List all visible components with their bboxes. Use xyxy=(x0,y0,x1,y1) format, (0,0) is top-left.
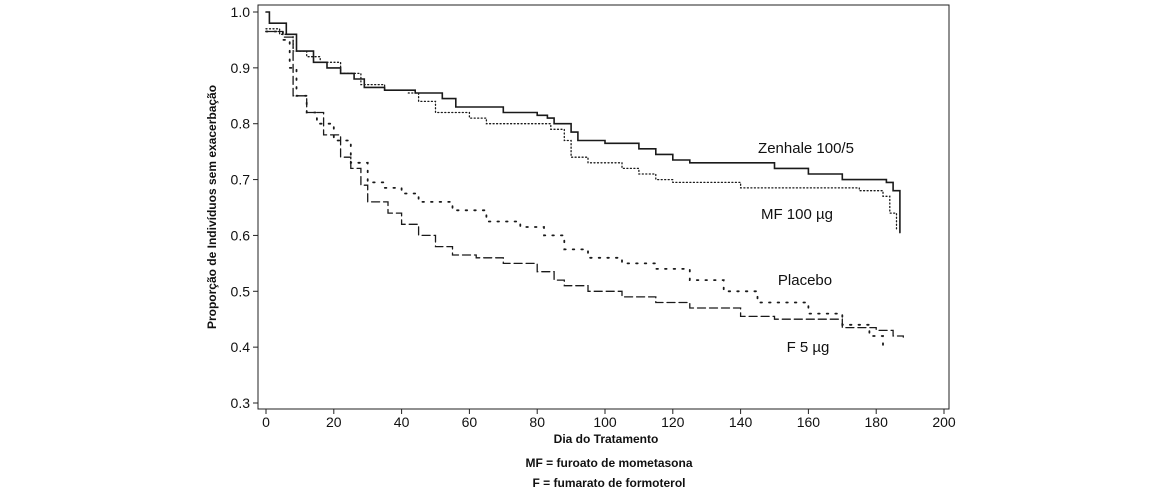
y-axis: 0.3 0.4 0.5 0.6 0.7 0.8 0.9 1.0 xyxy=(231,4,258,411)
series-label: MF 100 µg xyxy=(761,206,833,223)
y-tick-label: 0.9 xyxy=(231,60,251,76)
x-axis-title: Dia do Tratamento xyxy=(554,432,659,446)
series-line-zenhale-100-5 xyxy=(265,11,901,234)
series-labels: Zenhale 100/5 MF 100 µg Placebo F 5 µg xyxy=(758,140,854,356)
x-tick-label: 180 xyxy=(865,414,889,430)
x-tick-label: 140 xyxy=(729,414,753,430)
y-tick-label: 0.3 xyxy=(231,395,251,411)
x-tick-label: 120 xyxy=(661,414,685,430)
footnote-f: F = fumarato de formoterol xyxy=(532,476,685,490)
y-tick-label: 0.8 xyxy=(231,116,251,132)
x-tick-label: 20 xyxy=(326,414,342,430)
x-tick-label: 200 xyxy=(932,414,956,430)
y-tick-label: 0.6 xyxy=(231,227,251,243)
y-axis-title: Proporção de Indivíduos sem exacerbação xyxy=(205,85,219,329)
footnote-mf: MF = furoato de mometasona xyxy=(525,456,692,470)
series-line-f-5-g xyxy=(265,30,904,338)
series-lines xyxy=(265,11,904,348)
y-tick-label: 0.7 xyxy=(231,172,251,188)
y-tick-label: 0.5 xyxy=(231,283,251,299)
x-tick-label: 40 xyxy=(394,414,410,430)
x-tick-label: 0 xyxy=(262,414,270,430)
series-line-mf-100-g xyxy=(265,28,898,231)
x-tick-label: 160 xyxy=(797,414,821,430)
y-tick-label: 1.0 xyxy=(231,4,251,20)
series-label: Placebo xyxy=(778,272,832,289)
x-tick-label: 80 xyxy=(529,414,545,430)
series-label: Zenhale 100/5 xyxy=(758,140,854,157)
series-label: F 5 µg xyxy=(787,339,830,356)
x-tick-label: 60 xyxy=(462,414,478,430)
x-tick-label: 100 xyxy=(593,414,617,430)
x-axis: 0 20 40 60 80 100 120 140 160 180 200 xyxy=(262,409,956,430)
plot-frame xyxy=(257,4,950,410)
y-tick-label: 0.4 xyxy=(231,339,251,355)
